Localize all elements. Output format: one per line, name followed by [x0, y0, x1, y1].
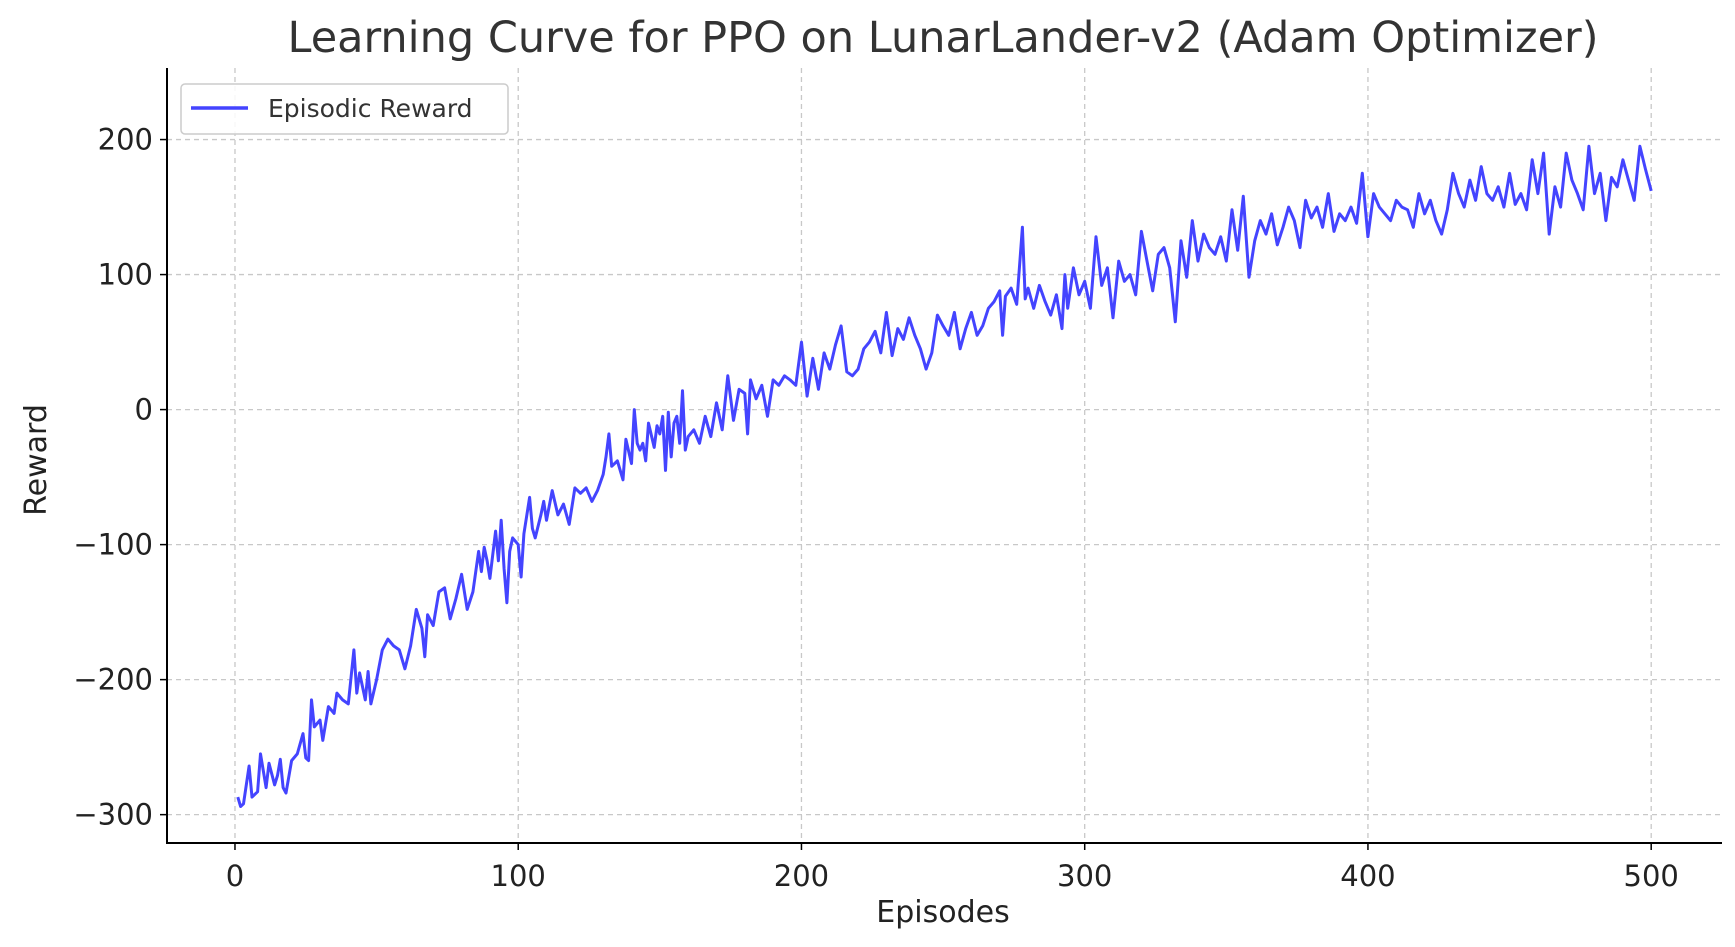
x-tick-label: 200	[774, 859, 829, 893]
series-line-episodic-reward	[236, 144, 1653, 808]
x-tick-label: 0	[226, 859, 244, 893]
y-tick-label: 0	[135, 393, 153, 427]
series-layer	[236, 144, 1653, 808]
x-tick-label: 400	[1340, 859, 1395, 893]
y-tick-label: −200	[73, 663, 153, 697]
legend-label-episodic-reward: Episodic Reward	[268, 94, 473, 123]
y-tick-label: 200	[98, 123, 153, 157]
x-tick-label: 100	[491, 859, 546, 893]
y-ticks: −300 −200 −100 0 100 200	[73, 123, 167, 832]
y-axis-label: Reward	[19, 404, 54, 516]
chart-title: Learning Curve for PPO on LunarLander-v2…	[288, 13, 1599, 63]
grid	[167, 68, 1722, 843]
x-axis-label: Episodes	[876, 895, 1009, 930]
y-tick-label: −300	[73, 798, 153, 832]
x-ticks: 0 100 200 300 400 500	[226, 843, 1679, 893]
y-tick-label: −100	[73, 528, 153, 562]
legend-frame	[180, 83, 509, 135]
y-tick-label: 100	[98, 258, 153, 292]
x-tick-label: 300	[1057, 859, 1112, 893]
x-tick-label: 500	[1624, 859, 1679, 893]
legend: Episodic Reward	[180, 83, 509, 135]
